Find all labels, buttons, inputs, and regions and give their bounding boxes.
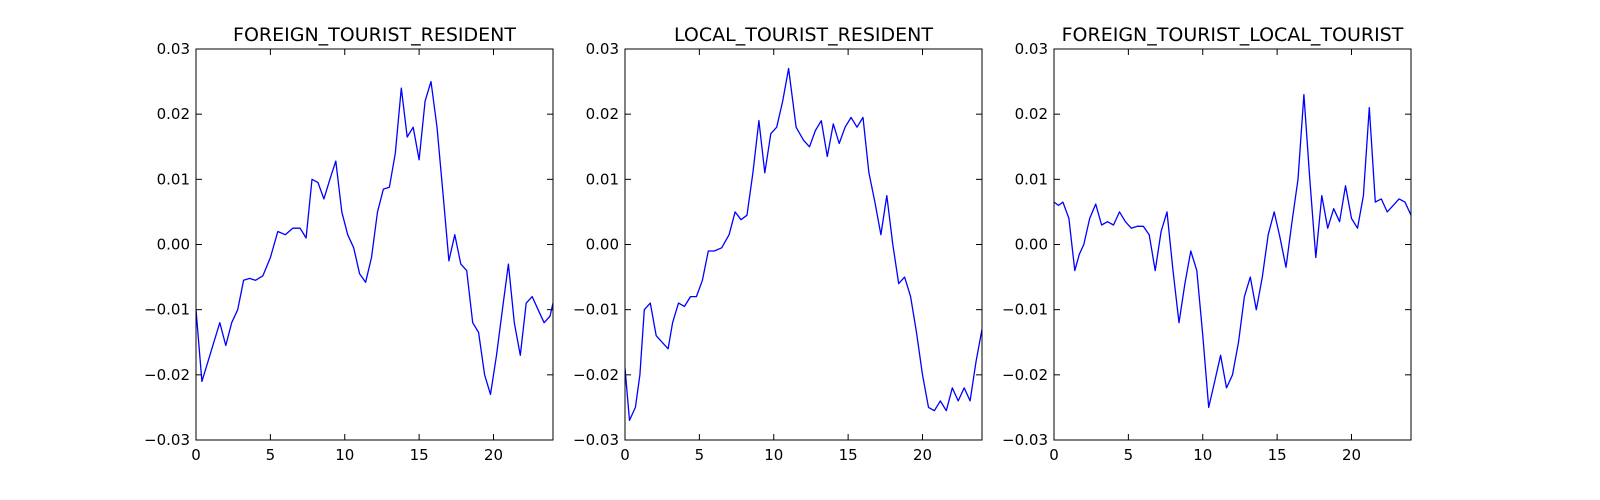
x-tick-label: 5 <box>1124 446 1134 464</box>
x-tick-label: 0 <box>191 446 201 464</box>
series-line <box>625 67 982 422</box>
x-tick-label: 15 <box>410 446 429 464</box>
y-tick-label: −0.02 <box>1002 366 1048 384</box>
axes-frame <box>1053 48 1412 441</box>
series-line <box>196 80 553 396</box>
y-tick-label: 0.02 <box>157 105 190 123</box>
x-tick-label: 15 <box>839 446 858 464</box>
y-tick-label: 0.00 <box>1015 236 1048 254</box>
y-tick-label: −0.01 <box>144 301 190 319</box>
x-tick-label: 20 <box>913 446 932 464</box>
subplot-title: LOCAL_TOURIST_RESIDENT <box>674 24 933 46</box>
x-tick-label: 20 <box>484 446 503 464</box>
x-tick-label: 10 <box>1193 446 1212 464</box>
subplot-foreign-tourist-resident: FOREIGN_TOURIST_RESIDENT 0 5 10 15 20 0.03 0.02… <box>144 24 554 464</box>
x-tick-label: 20 <box>1342 446 1361 464</box>
y-tick-label: 0.03 <box>586 40 619 58</box>
y-tick-label: −0.02 <box>573 366 619 384</box>
x-tick-label: 0 <box>620 446 630 464</box>
y-tick-label: 0.02 <box>586 105 619 123</box>
x-tick-label: 10 <box>764 446 783 464</box>
subplot-title: FOREIGN_TOURIST_LOCAL_TOURIST <box>1062 24 1404 46</box>
y-tick-label: 0.03 <box>157 40 190 58</box>
y-tick-label: 0.00 <box>586 236 619 254</box>
x-tick-label: 10 <box>335 446 354 464</box>
x-tick-label: 5 <box>695 446 705 464</box>
y-tick-label: −0.03 <box>1002 431 1048 449</box>
y-tick-label: −0.01 <box>573 301 619 319</box>
y-tick-label: 0.03 <box>1015 40 1048 58</box>
y-tick-label: −0.03 <box>144 431 190 449</box>
y-tick-label: −0.01 <box>1002 301 1048 319</box>
axes-frame <box>624 48 983 441</box>
y-tick-label: 0.00 <box>157 236 190 254</box>
y-tick-label: 0.01 <box>157 170 190 188</box>
y-tick-label: −0.03 <box>573 431 619 449</box>
y-tick-label: 0.02 <box>1015 105 1048 123</box>
series-line <box>1054 93 1411 409</box>
y-tick-label: 0.01 <box>586 170 619 188</box>
x-tick-label: 15 <box>1268 446 1287 464</box>
subplot-local-tourist-resident: LOCAL_TOURIST_RESIDENT 0 5 10 15 20 0.03 0.02 0.… <box>573 24 983 464</box>
y-tick-label: 0.01 <box>1015 170 1048 188</box>
x-tick-label: 5 <box>266 446 276 464</box>
axes-frame <box>195 48 554 441</box>
subplot-foreign-tourist-local-tourist: FOREIGN_TOURIST_LOCAL_TOURIST 0 5 10 15 20 0.0… <box>1002 24 1412 464</box>
x-tick-label: 0 <box>1049 446 1059 464</box>
y-tick-label: −0.02 <box>144 366 190 384</box>
subplot-title: FOREIGN_TOURIST_RESIDENT <box>233 24 516 46</box>
